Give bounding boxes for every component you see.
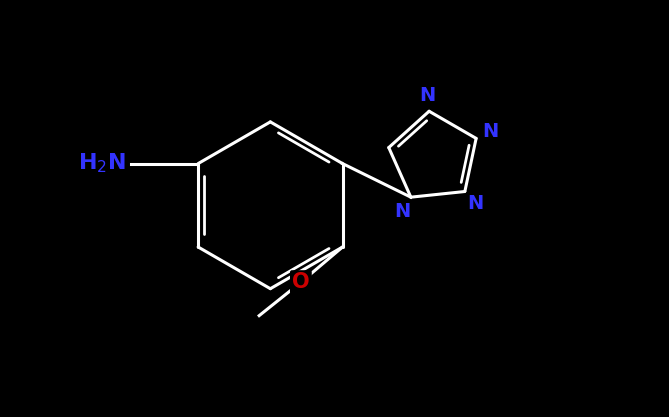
Text: N: N (419, 86, 436, 105)
Text: H$_2$N: H$_2$N (78, 152, 126, 176)
Text: N: N (468, 194, 484, 213)
Text: N: N (395, 201, 411, 221)
Text: O: O (292, 272, 310, 292)
Text: N: N (482, 122, 499, 141)
